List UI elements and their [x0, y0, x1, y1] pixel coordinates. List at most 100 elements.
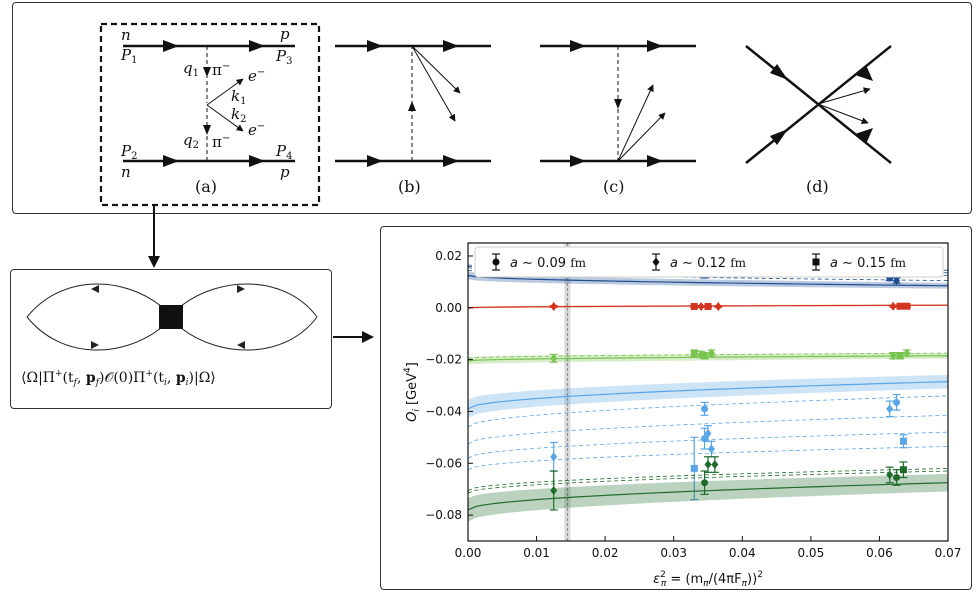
dashed-fit-series-4-0: [468, 470, 948, 494]
y-tick-label: −0.06: [425, 456, 462, 470]
data-point-square: [690, 464, 698, 472]
arrow-right-icon: [163, 40, 179, 52]
data-point-square: [704, 302, 712, 310]
legend-label: a ∼ 0.12 fm: [670, 256, 747, 271]
caption-b: (b): [398, 177, 421, 196]
label-P4: P4: [275, 142, 292, 162]
data-point-circle: [893, 474, 901, 482]
data-point-square: [690, 302, 698, 310]
arrow-right-icon: [237, 285, 245, 293]
data-point-circle: [701, 405, 709, 413]
data-point-circle: [701, 435, 709, 443]
dashed-fit-series-3-3: [468, 446, 948, 471]
data-point-square: [899, 437, 907, 445]
label-q1: q1: [183, 59, 199, 79]
arrow-down-icon: [203, 67, 211, 77]
correlator-loop-right: [180, 283, 318, 351]
label-k1: k1: [231, 87, 246, 107]
label-p-top: p: [280, 25, 290, 43]
arrow-up-icon: [408, 101, 416, 111]
legend-box: [474, 246, 944, 278]
arrow-right-icon: [163, 155, 179, 167]
arrow-icon: [855, 128, 873, 144]
x-tick-label: 0.03: [660, 546, 687, 560]
lepton-line-2: [411, 45, 456, 122]
arrow-icon: [770, 64, 788, 80]
legend-square-icon: [812, 258, 820, 266]
electron-line-bottom: [206, 104, 244, 132]
arrow-right-icon: [249, 155, 265, 167]
lepton-line-1: [817, 87, 871, 105]
data-point-square: [896, 352, 904, 360]
label-q2: q2: [183, 131, 199, 151]
y-tick-label: −0.08: [425, 508, 462, 522]
caption-d: (d): [806, 177, 829, 196]
label-n-bottom: n: [121, 163, 131, 181]
label-P3: P3: [275, 47, 292, 67]
legend-label: a ∼ 0.09 fm: [510, 256, 587, 271]
data-point-diamond: [550, 485, 558, 495]
caption-c: (c): [603, 177, 624, 196]
chart-panel: 0.00 0.01 0.02 0.03 0.04 0.05 0.06 0.07 0.02 0.00…: [380, 226, 972, 590]
x-tick-label: 0.07: [935, 546, 962, 560]
y-tick-label: 0.00: [435, 301, 462, 315]
data-point-diamond: [889, 351, 897, 361]
arrow-right-icon: [91, 341, 99, 349]
data-point-circle: [701, 479, 709, 487]
lepton-line-2: [817, 103, 869, 125]
legend-diamond-icon: [652, 257, 660, 267]
data-point-diamond: [704, 428, 712, 438]
label-n-top: n: [121, 26, 131, 44]
data-point-square: [690, 349, 698, 357]
feynman-diagrams-canvas: n P1 p P3 q1 π− e− k1 k2 e− q2 π− P2 n P…: [99, 22, 892, 207]
data-point-diamond: [903, 348, 911, 358]
label-p-bottom: p: [280, 163, 290, 181]
lepton-line-1: [617, 112, 666, 162]
data-point-circle: [701, 352, 709, 360]
data-point-diamond: [550, 353, 558, 363]
data-point-diamond: [707, 348, 715, 358]
data-point-diamond: [711, 460, 719, 470]
arrow-right-icon: [647, 155, 663, 167]
correlator-formula: ⟨Ω|Π+(tf, pf)𝒪(0)Π+(ti, pi)|Ω⟩: [21, 369, 216, 388]
fit-band-series-4: [468, 473, 948, 522]
arrow-right-icon: [443, 40, 459, 52]
x-tick-label: 0.06: [866, 546, 893, 560]
y-tick-label: −0.02: [425, 353, 462, 367]
data-point-diamond: [889, 301, 897, 311]
x-tick-label: 0.05: [797, 546, 824, 560]
diagram-d: [745, 45, 892, 164]
correlator-panel: ⟨Ω|Π+(tf, pf)𝒪(0)Π+(ti, pi)|Ω⟩: [10, 269, 332, 409]
diagram-b: [335, 40, 491, 167]
arrow-left-icon: [91, 285, 99, 293]
dashed-fit-series-2-0: [468, 352, 948, 359]
dashed-fit-series-3-1: [468, 414, 948, 445]
y-axis-label: Oi [GeV4]: [403, 362, 422, 422]
correlator-diagram: ⟨Ω|Π+(tf, pf)𝒪(0)Π+(ti, pi)|Ω⟩: [21, 283, 318, 388]
chart-canvas: 0.00 0.01 0.02 0.03 0.04 0.05 0.06 0.07 0.02 0.00…: [403, 242, 962, 589]
lepton-line-1: [411, 45, 461, 94]
dashed-fit-series-4-1: [468, 468, 948, 491]
legend-circle-icon: [492, 258, 500, 266]
x-axis-label: ε2 π = (mπ/(4πFπ))2: [653, 570, 763, 589]
arrow-down-icon: [614, 99, 622, 109]
x-tick-label: 0.01: [523, 546, 550, 560]
arrow-right-icon: [647, 40, 663, 52]
label-P1: P1: [120, 46, 137, 66]
arrow-right-icon: [443, 155, 459, 167]
arrow-icon: [855, 65, 873, 81]
y-tick-label: −0.04: [425, 404, 462, 418]
data-point-diamond: [714, 301, 722, 311]
fit-line-series-4: [468, 482, 948, 511]
x-tick-label: 0.04: [729, 546, 756, 560]
diagram-c: [540, 40, 696, 167]
label-e-bottom: e−: [248, 121, 265, 139]
arrow-right-icon: [570, 155, 586, 167]
arrow-down-icon: [203, 125, 211, 135]
arrow-icon: [770, 129, 788, 145]
diagram-a-labels: n P1 p P3 q1 π− e− k1 k2 e− q2 π− P2 n P…: [120, 25, 292, 181]
arrow-right-icon: [367, 40, 383, 52]
legend-label: a ∼ 0.15 fm: [830, 256, 907, 271]
lepton-line-2: [617, 84, 654, 162]
data-point-square: [903, 302, 911, 310]
